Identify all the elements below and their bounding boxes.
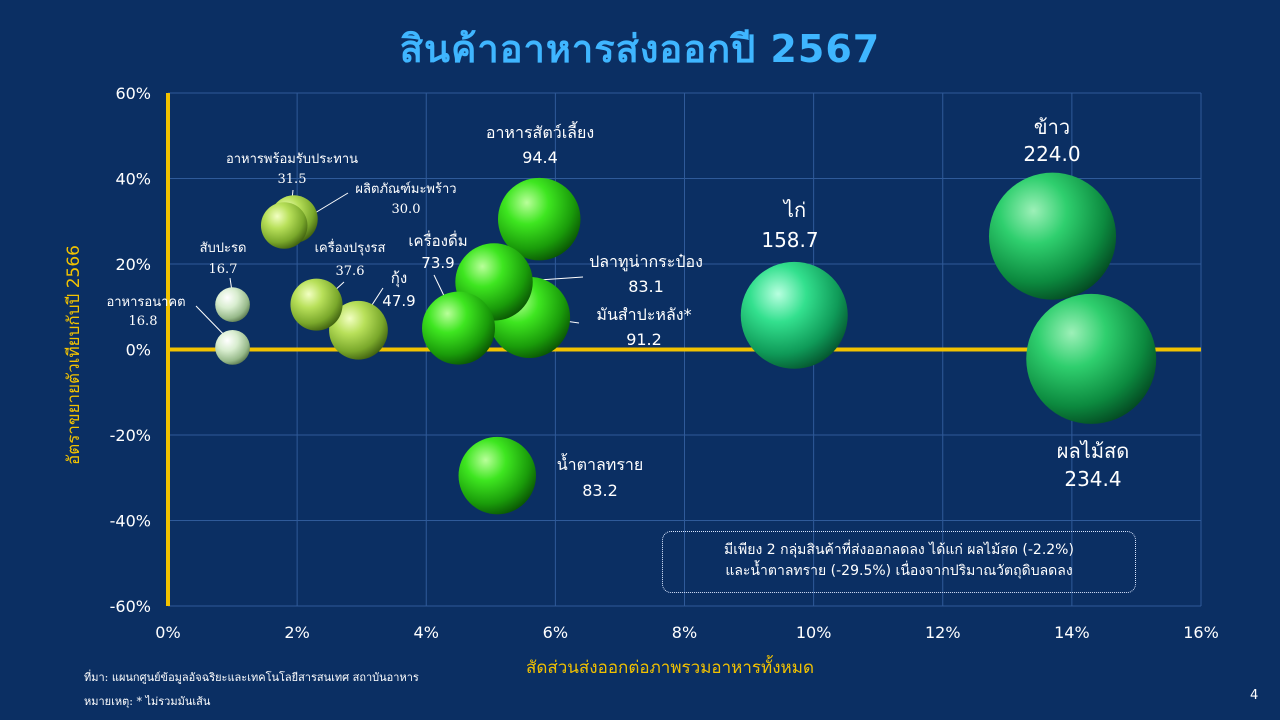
x-axis-title: สัดส่วนส่งออกต่อภาพรวมอาหารทั้งหมด <box>525 658 815 678</box>
bubble-name-label: อาหารอนาคต <box>106 295 185 310</box>
bubble <box>329 300 388 360</box>
x-tick-label: 6% <box>543 623 568 642</box>
bubble-value-label: 158.7 <box>761 228 818 252</box>
bubble-value-label: 16.7 <box>209 262 238 277</box>
bubble <box>740 261 848 369</box>
bubble-name-label: น้ำตาลทราย <box>557 453 644 474</box>
bubble-value-label: 30.0 <box>392 202 421 217</box>
bubble <box>215 287 250 322</box>
x-tick-label: 12% <box>925 623 961 642</box>
callout-line-2: และน้ำตาลทราย (-29.5%) เนื่องจากปริมาณวั… <box>725 563 1073 579</box>
page-title: สินค้าอาหารส่งออกปี 2567 <box>399 27 881 71</box>
footnote: หมายเหตุ: * ไม่รวมมันเส้น <box>84 695 211 708</box>
y-tick-label: -20% <box>110 426 151 445</box>
bubble-value-label: 47.9 <box>382 292 415 310</box>
bubble-name-label: มันสำปะหลัง* <box>596 305 691 324</box>
bubble-value-label: 94.4 <box>522 148 558 167</box>
bubble-name-label: ปลาทูน่ากระป๋อง <box>589 252 703 272</box>
bubble-value-label: 91.2 <box>626 330 662 349</box>
bubble-value-label: 73.9 <box>421 254 454 272</box>
bubble-name-label: อาหารพร้อมรับประทาน <box>226 152 358 167</box>
y-tick-label: 40% <box>115 170 151 189</box>
bubbles <box>215 172 1157 515</box>
x-tick-label: 16% <box>1183 623 1219 642</box>
bubble-value-label: 83.2 <box>582 481 618 500</box>
bubble-value-label: 83.1 <box>628 277 664 296</box>
callout-line-1: มีเพียง 2 กลุ่มสินค้าที่ส่งออกลดลง ได้แก… <box>724 542 1074 558</box>
y-tick-label: 60% <box>115 84 151 103</box>
bubble <box>1026 293 1157 424</box>
bubble <box>290 278 343 331</box>
x-tick-label: 10% <box>796 623 832 642</box>
y-tick-label: 20% <box>115 255 151 274</box>
callout-box: มีเพียง 2 กลุ่มสินค้าที่ส่งออกลดลง ได้แก… <box>662 531 1136 593</box>
page-number: 4 <box>1250 688 1259 703</box>
bubble-value-label: 16.8 <box>129 314 158 329</box>
bubble <box>260 202 308 249</box>
y-axis-title-group: อัตราขยายตัวเทียบกับปี 2566 <box>64 245 84 465</box>
bubble-name-label: อาหารสัตว์เลี้ยง <box>486 121 594 142</box>
bubble <box>215 329 250 365</box>
y-axis-title: อัตราขยายตัวเทียบกับปี 2566 <box>64 245 84 465</box>
bubble-name-label: สับปะรด <box>200 241 247 256</box>
y-tick-label: -60% <box>110 597 151 616</box>
bubble-labels: ข้าว 224.0 ผลไม้สด 234.4 ไก่ 158.7 อาหารสัตว์เ… <box>106 115 1129 500</box>
bubble <box>422 291 496 365</box>
bubble-value-label: 37.6 <box>336 264 365 279</box>
bubble-name-label: เครื่องดื่ม <box>408 230 467 250</box>
bubble-name-label: ผลิตภัณฑ์มะพร้าว <box>355 181 456 197</box>
y-tick-label: -40% <box>110 512 151 531</box>
x-tick-label: 14% <box>1054 623 1090 642</box>
bubble <box>458 436 536 515</box>
bubble <box>988 172 1117 300</box>
bubble-value-label: 234.4 <box>1064 467 1121 491</box>
bubble-name-label: กุ้ง <box>391 269 407 288</box>
x-tick-label: 0% <box>155 623 180 642</box>
bubble-value-label: 224.0 <box>1023 142 1080 166</box>
y-tick-label: 0% <box>126 341 151 360</box>
bubble-name-label: ไก่ <box>782 198 806 222</box>
bubble-name-label: ผลไม้สด <box>1057 439 1129 463</box>
x-tick-label: 4% <box>414 623 439 642</box>
bubble <box>497 177 581 261</box>
source-note: ที่มา: แผนกศูนย์ข้อมูลอัจฉริยะและเทคโนโล… <box>84 671 419 684</box>
x-tick-label: 8% <box>672 623 697 642</box>
x-tick-label: 2% <box>284 623 309 642</box>
bubble-name-label: ข้าว <box>1034 115 1070 139</box>
bubble-value-label: 31.5 <box>278 172 307 187</box>
bubble-name-label: เครื่องปรุงรส <box>315 239 386 256</box>
